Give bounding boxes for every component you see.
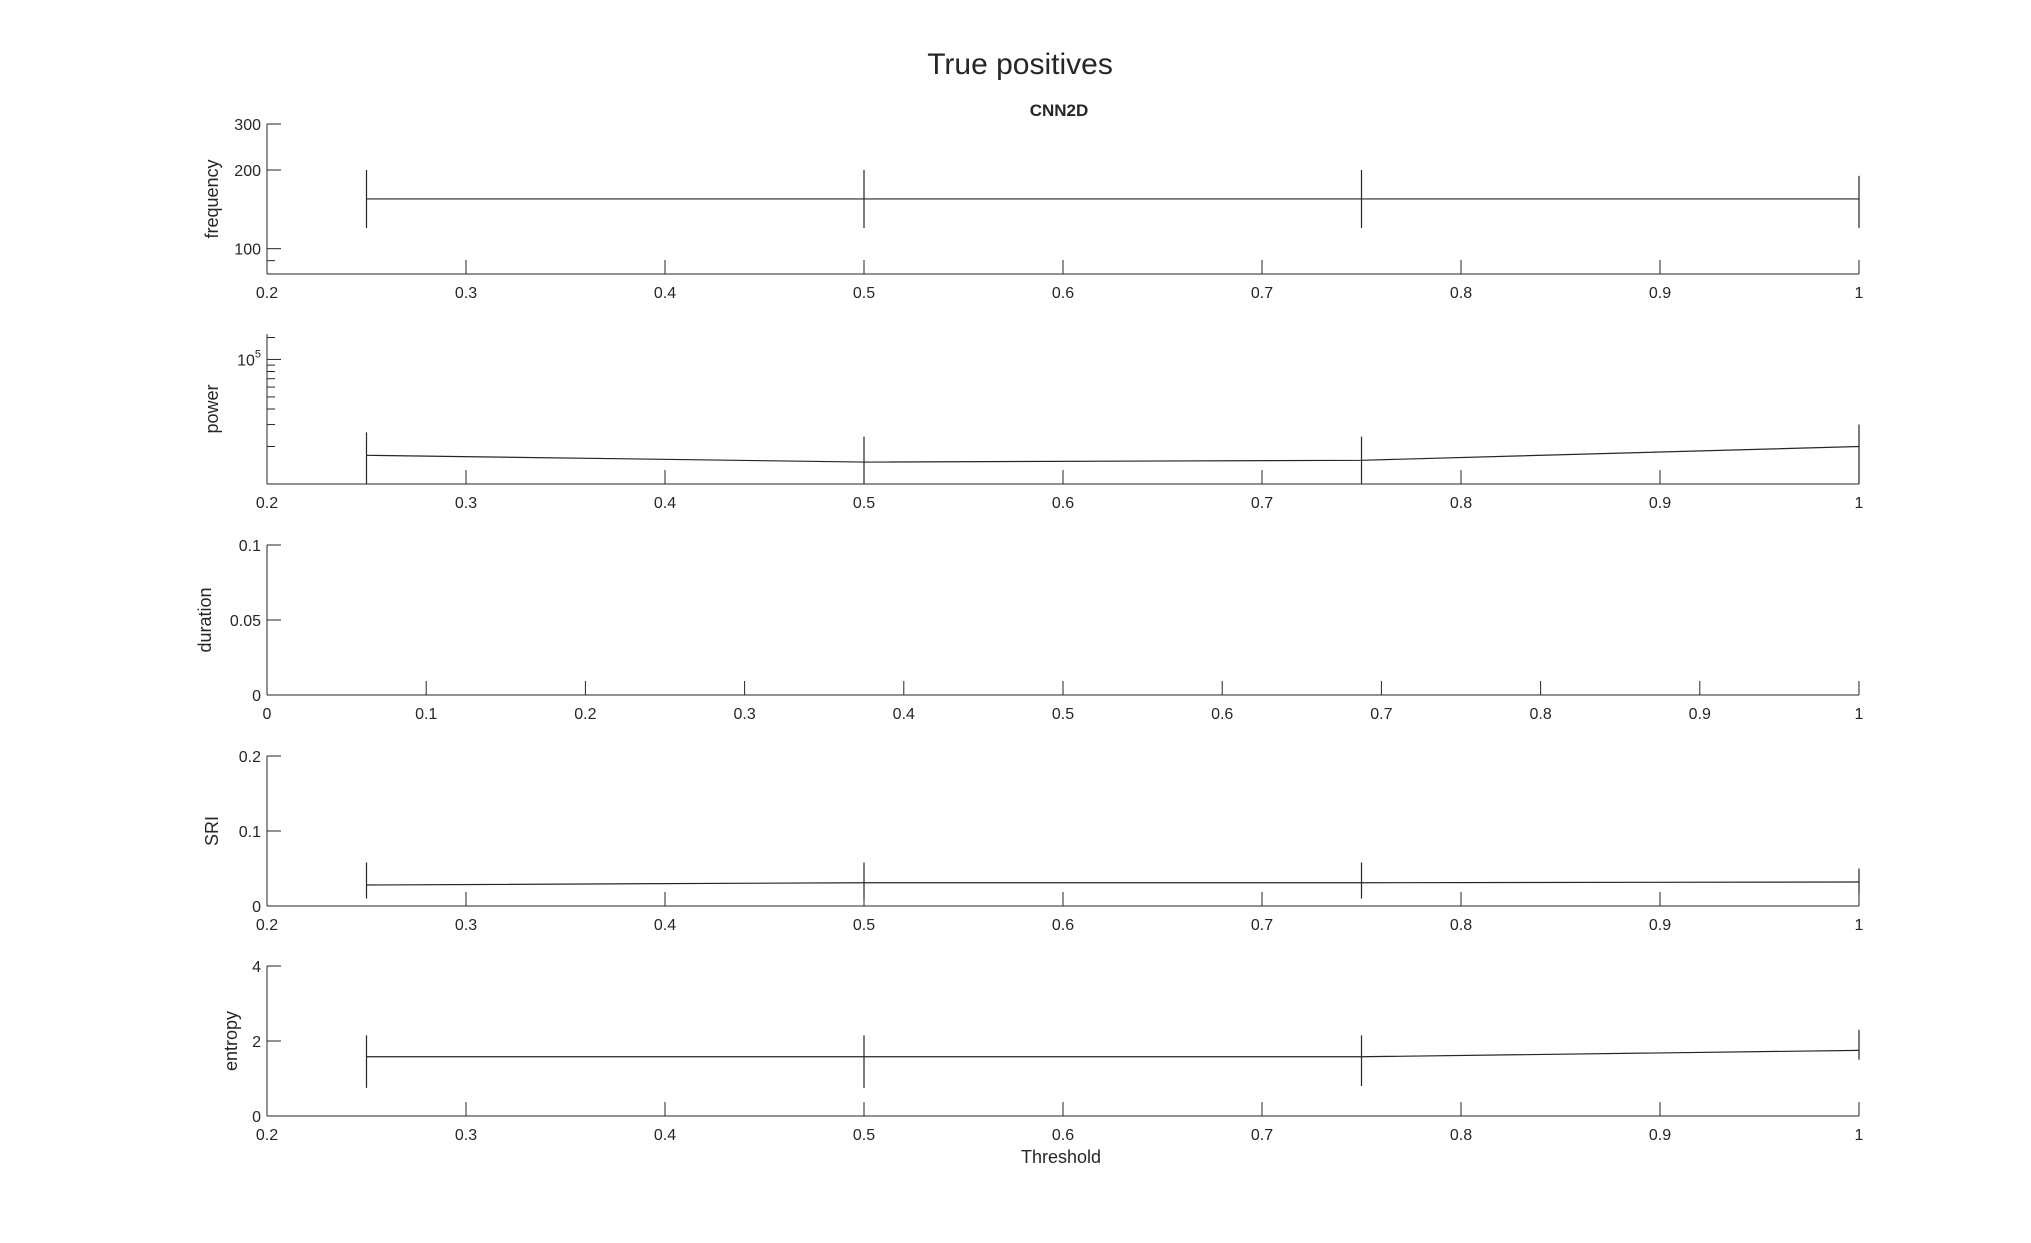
x-tick-label: 0.2 [256,285,278,302]
y-axis-label: SRI [202,816,222,846]
x-tick-label: 0.2 [256,495,278,512]
x-tick-label: 0.9 [1649,917,1671,934]
x-tick-label: 0.3 [455,285,477,302]
x-tick-label: 0.9 [1689,706,1711,723]
x-tick-label: 0.5 [853,285,875,302]
y-tick-label: 4 [252,959,261,976]
x-tick-label: 0.5 [853,495,875,512]
x-tick-label: 1 [1855,1127,1864,1144]
x-tick-label: 0 [263,706,272,723]
x-tick-label: 0.4 [654,495,676,512]
y-axis-label: frequency [202,159,222,238]
x-tick-label: 0.9 [1649,285,1671,302]
series-line [367,882,1860,885]
y-tick-label: 100 [234,242,261,259]
x-tick-label: 0.7 [1251,495,1273,512]
x-tick-label: 1 [1855,917,1864,934]
x-tick-label: 0.2 [256,917,278,934]
y-axis-label: entropy [221,1011,241,1071]
y-tick-label: 0.2 [239,749,261,766]
y-tick-label: 300 [234,117,261,134]
x-tick-label: 0.5 [1052,706,1074,723]
x-tick-label: 0.8 [1450,495,1472,512]
x-tick-label: 0.7 [1251,285,1273,302]
x-tick-label: 0.3 [733,706,755,723]
y-tick-label: 200 [234,163,261,180]
x-tick-label: 0.3 [455,1127,477,1144]
x-tick-label: 0.6 [1052,285,1074,302]
y-axis-label: duration [195,587,215,652]
x-tick-label: 0.8 [1529,706,1551,723]
x-tick-label: 0.2 [574,706,596,723]
series-line [367,447,1860,463]
y-tick-label: 0 [252,899,261,916]
x-tick-label: 0.4 [654,285,676,302]
x-tick-label: 1 [1855,285,1864,302]
x-tick-label: 1 [1855,495,1864,512]
x-tick-label: 0.3 [455,917,477,934]
x-tick-label: 0.8 [1450,285,1472,302]
x-tick-label: 0.6 [1052,495,1074,512]
x-axis-label: Threshold [1021,1147,1101,1167]
x-tick-label: 0.5 [853,1127,875,1144]
x-tick-label: 0.7 [1370,706,1392,723]
x-tick-label: 0.6 [1052,917,1074,934]
y-tick-label: 0.05 [230,613,261,630]
x-tick-label: 1 [1855,706,1864,723]
x-tick-label: 0.4 [893,706,915,723]
figure-subtitle: CNN2D [1030,101,1089,120]
x-tick-label: 0.7 [1251,917,1273,934]
x-tick-label: 0.6 [1052,1127,1074,1144]
y-tick-label: 105 [237,348,261,369]
y-tick-label: 0 [252,688,261,705]
x-tick-label: 0.8 [1450,1127,1472,1144]
y-axis-label: power [202,384,222,433]
x-tick-label: 0.3 [455,495,477,512]
x-tick-label: 0.5 [853,917,875,934]
x-tick-label: 0.9 [1649,495,1671,512]
x-tick-label: 0.9 [1649,1127,1671,1144]
x-tick-label: 0.6 [1211,706,1233,723]
x-tick-label: 0.7 [1251,1127,1273,1144]
x-tick-label: 0.1 [415,706,437,723]
series-line [367,1050,1860,1056]
x-tick-label: 0.2 [256,1127,278,1144]
y-tick-label: 0.1 [239,538,261,555]
x-tick-label: 0.8 [1450,917,1472,934]
y-tick-label: 0 [252,1109,261,1126]
y-tick-label: 2 [252,1034,261,1051]
x-tick-label: 0.4 [654,1127,676,1144]
x-tick-label: 0.4 [654,917,676,934]
y-tick-label: 0.1 [239,824,261,841]
figure-title: True positives [927,48,1113,81]
